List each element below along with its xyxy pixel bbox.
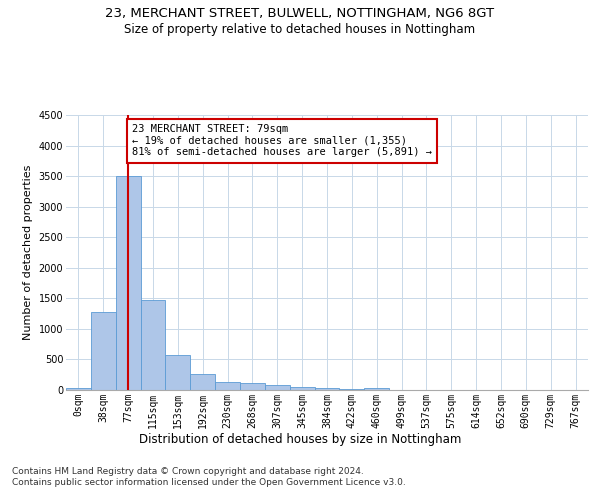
Bar — [364, 388, 389, 390]
Bar — [290, 387, 314, 390]
Bar — [66, 388, 91, 390]
Bar — [140, 300, 166, 390]
Bar — [215, 382, 240, 390]
Bar — [340, 389, 364, 390]
Bar — [166, 355, 190, 390]
Y-axis label: Number of detached properties: Number of detached properties — [23, 165, 33, 340]
Text: 23, MERCHANT STREET, BULWELL, NOTTINGHAM, NG6 8GT: 23, MERCHANT STREET, BULWELL, NOTTINGHAM… — [106, 8, 494, 20]
Bar — [91, 312, 116, 390]
Text: Size of property relative to detached houses in Nottingham: Size of property relative to detached ho… — [124, 22, 476, 36]
Bar — [265, 386, 290, 390]
Bar — [314, 388, 340, 390]
Bar — [240, 384, 265, 390]
Bar — [116, 176, 140, 390]
Text: Contains HM Land Registry data © Crown copyright and database right 2024.
Contai: Contains HM Land Registry data © Crown c… — [12, 468, 406, 487]
Bar — [190, 374, 215, 390]
Text: 23 MERCHANT STREET: 79sqm
← 19% of detached houses are smaller (1,355)
81% of se: 23 MERCHANT STREET: 79sqm ← 19% of detac… — [132, 124, 432, 158]
Text: Distribution of detached houses by size in Nottingham: Distribution of detached houses by size … — [139, 432, 461, 446]
